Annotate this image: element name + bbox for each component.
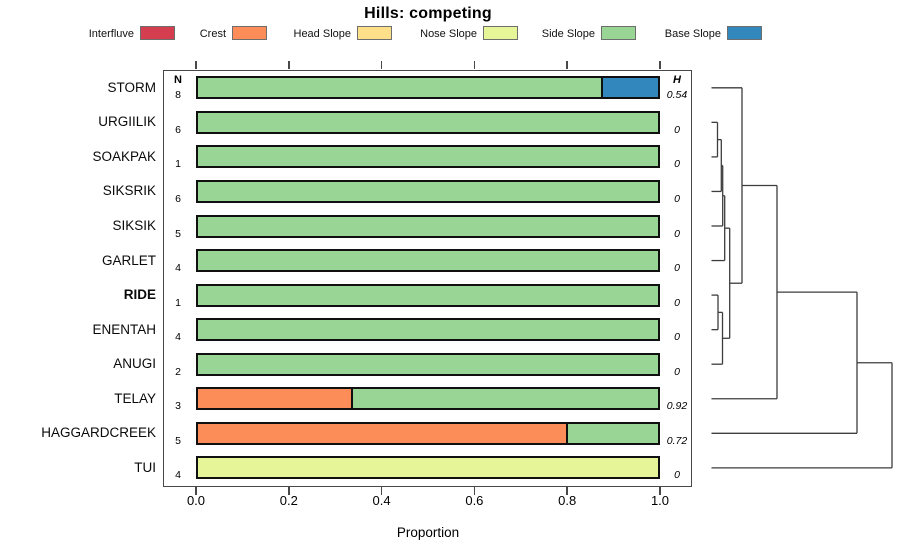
bar-segment-side-slope bbox=[351, 389, 658, 409]
row-label-urgiilik: URGIILIK bbox=[98, 114, 156, 130]
bar-row bbox=[196, 76, 660, 100]
bar-segment-side-slope bbox=[198, 285, 658, 305]
axis-tick-top bbox=[380, 61, 383, 69]
axis-tick-bottom bbox=[288, 487, 290, 495]
h-value: 0 bbox=[674, 469, 680, 482]
legend-label: Base Slope bbox=[664, 28, 721, 40]
row-label-storm: STORM bbox=[107, 79, 156, 95]
axis-tick-bottom bbox=[659, 487, 661, 495]
axis-tick-top bbox=[566, 61, 568, 69]
axis-tick-label: 0.6 bbox=[465, 493, 484, 508]
h-value: 0.72 bbox=[666, 434, 688, 447]
bar-segment-nose-slope bbox=[198, 458, 658, 478]
axis-tick-label: 0.4 bbox=[372, 493, 391, 508]
axis-tick-label: 0.8 bbox=[558, 493, 577, 508]
n-value: 5 bbox=[175, 434, 181, 447]
bar-segment-side-slope bbox=[566, 423, 658, 443]
n-value: 4 bbox=[175, 262, 181, 275]
h-value: 0 bbox=[674, 192, 680, 205]
axis-tick-bottom bbox=[473, 487, 476, 495]
legend-swatch bbox=[140, 26, 175, 40]
bar-segment-side-slope bbox=[198, 216, 658, 236]
legend-label: Nose Slope bbox=[420, 28, 477, 40]
legend-swatch bbox=[483, 26, 518, 40]
bar-segment-side-slope bbox=[198, 251, 658, 271]
axis-tick-label: 0.2 bbox=[279, 493, 298, 508]
n-value: 2 bbox=[175, 365, 181, 378]
h-value: 0 bbox=[674, 227, 680, 240]
axis-tick-top bbox=[288, 61, 290, 69]
legend-swatch bbox=[357, 26, 392, 40]
bar-segment-side-slope bbox=[198, 354, 658, 374]
h-column-header: H bbox=[673, 74, 681, 86]
bar-row bbox=[196, 318, 660, 342]
axis-tick-top bbox=[473, 61, 476, 69]
row-label-anugi: ANUGI bbox=[113, 356, 156, 372]
n-value: 6 bbox=[175, 123, 181, 136]
n-value: 4 bbox=[175, 331, 181, 344]
row-label-haggardcreek: HAGGARDCREEK bbox=[41, 425, 156, 441]
legend-label: Interfluve bbox=[88, 28, 134, 40]
bar-row bbox=[196, 456, 660, 480]
row-label-garlet: GARLET bbox=[101, 252, 156, 268]
h-value: 0 bbox=[674, 296, 680, 309]
legend-label: Side Slope bbox=[541, 28, 595, 40]
plot-panel bbox=[163, 70, 692, 487]
h-value: 0 bbox=[674, 331, 680, 344]
bar-segment-crest bbox=[198, 389, 352, 409]
chart-title: Hills: competing bbox=[364, 5, 492, 22]
n-column-header: N bbox=[174, 74, 182, 86]
legend-label: Crest bbox=[199, 28, 226, 40]
h-value: 0 bbox=[674, 262, 680, 275]
bar-row bbox=[196, 249, 660, 273]
bar-row bbox=[196, 387, 660, 411]
row-label-ride: RIDE bbox=[123, 287, 156, 303]
bar-row bbox=[196, 283, 660, 307]
bar-segment-side-slope bbox=[198, 181, 658, 201]
legend-label: Head Slope bbox=[293, 28, 352, 40]
row-label-tui: TUI bbox=[134, 459, 156, 475]
n-value: 1 bbox=[175, 158, 181, 171]
axis-tick-label: 1.0 bbox=[650, 493, 670, 508]
n-value: 6 bbox=[175, 192, 181, 205]
row-label-siksrik: SIKSRIK bbox=[102, 183, 156, 199]
h-value: 0 bbox=[674, 365, 680, 378]
bar-row bbox=[196, 421, 660, 445]
axis-tick-bottom bbox=[195, 487, 197, 495]
row-label-enentah: ENENTAH bbox=[92, 321, 156, 337]
bar-segment-crest bbox=[198, 423, 566, 443]
axis-tick-top bbox=[195, 61, 197, 69]
bar-row bbox=[196, 179, 660, 203]
h-value: 0.54 bbox=[666, 89, 688, 102]
x-axis-label: Proportion bbox=[396, 525, 460, 540]
bar-segment-base-slope bbox=[600, 78, 658, 98]
bar-segment-side-slope bbox=[198, 78, 601, 98]
axis-tick-label: 0.0 bbox=[186, 493, 206, 508]
row-label-soakpak: SOAKPAK bbox=[92, 148, 156, 164]
n-value: 8 bbox=[175, 89, 181, 102]
n-value: 4 bbox=[175, 469, 181, 482]
bar-row bbox=[196, 145, 660, 169]
legend-swatch bbox=[727, 26, 762, 40]
bar-row bbox=[196, 110, 660, 134]
h-value: 0 bbox=[674, 123, 680, 136]
bar-segment-side-slope bbox=[198, 112, 658, 132]
h-value: 0.92 bbox=[666, 400, 688, 413]
n-value: 5 bbox=[175, 227, 181, 240]
n-value: 1 bbox=[175, 296, 181, 309]
row-label-siksik: SIKSIK bbox=[112, 218, 156, 233]
bar-row bbox=[196, 214, 660, 238]
legend-swatch bbox=[232, 26, 267, 40]
axis-tick-bottom bbox=[380, 487, 383, 495]
row-label-telay: TELAY bbox=[114, 390, 156, 406]
bar-segment-side-slope bbox=[198, 320, 658, 340]
bar-row bbox=[196, 352, 660, 376]
n-value: 3 bbox=[175, 400, 181, 413]
bar-segment-side-slope bbox=[198, 147, 658, 167]
h-value: 0 bbox=[674, 158, 680, 171]
legend-swatch bbox=[601, 26, 636, 40]
axis-tick-top bbox=[659, 61, 661, 69]
axis-tick-bottom bbox=[566, 487, 568, 495]
